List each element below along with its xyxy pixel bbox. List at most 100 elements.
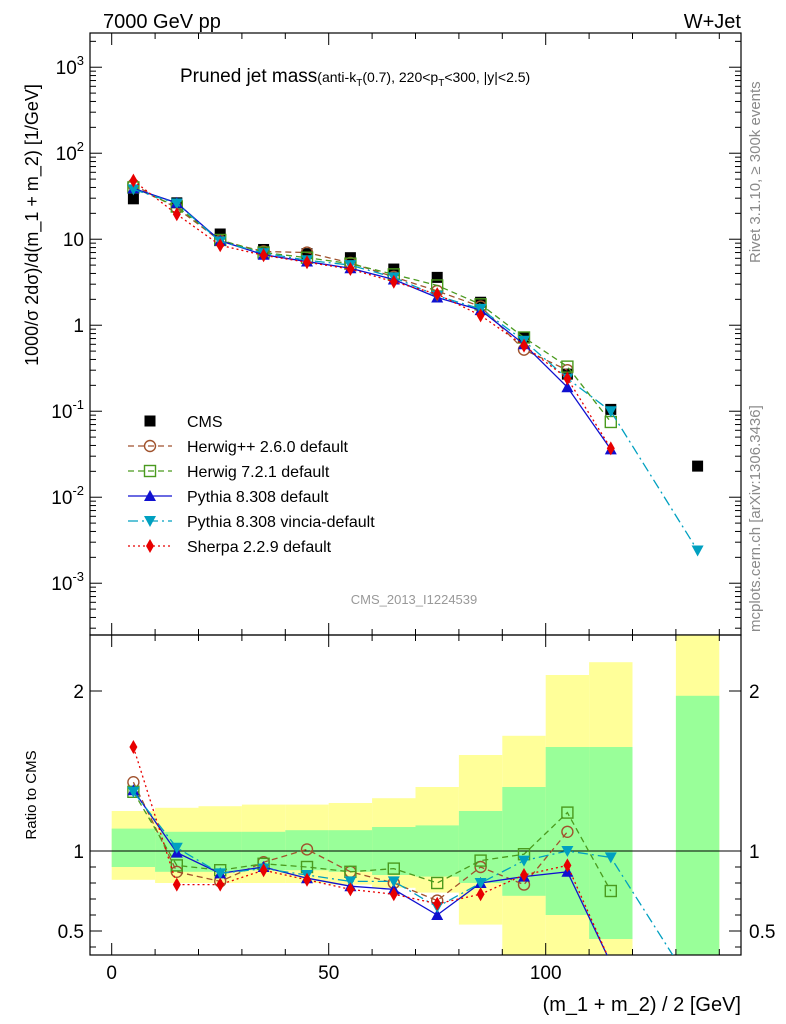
- ratio-point: [431, 876, 444, 890]
- band-inner: [285, 830, 329, 871]
- legend-item-cms: CMS: [144, 414, 223, 431]
- series-herwigpp: [127, 178, 574, 377]
- ratio-point: [607, 956, 615, 970]
- y-tick-label: 10: [63, 230, 84, 251]
- legend-marker: [144, 415, 156, 427]
- legend: CMS Herwig++ 2.6.0 default Herwig 7.2.1 de…: [128, 414, 375, 556]
- ratio-point: [431, 909, 444, 920]
- ratio-point: [474, 860, 487, 874]
- main-plot: 10-3 10-2 10-1 1 10 102 103: [51, 32, 742, 636]
- data-point: [216, 238, 225, 253]
- ratio-point: [259, 863, 268, 878]
- ratio-point: [389, 887, 398, 902]
- ratio-point: [346, 882, 355, 897]
- data-point: [604, 406, 617, 418]
- series-herwig7: [127, 181, 617, 429]
- ratio-point: [518, 855, 530, 867]
- data-point: [127, 193, 139, 205]
- band-inner: [111, 828, 156, 867]
- band-inner: [589, 747, 633, 939]
- data-point: [303, 255, 311, 270]
- ratio-point: [303, 872, 311, 887]
- mcplots-label: mcplots.cern.ch [arXiv:1306.3436]: [747, 405, 764, 632]
- data-point: [346, 262, 355, 277]
- legend-label: Sherpa 2.2.9 default: [187, 539, 332, 556]
- data-point: [433, 287, 442, 302]
- ratio-point: [127, 786, 140, 798]
- ratio-point: [214, 868, 227, 880]
- ratio-point: [170, 859, 184, 872]
- legend-marker: [143, 464, 157, 478]
- data-point: [301, 248, 313, 260]
- ratio-bands: [111, 635, 720, 955]
- ratio-point: [216, 877, 225, 892]
- series-line: [133, 180, 612, 449]
- y-tick-label: 103: [56, 53, 84, 79]
- ratio-y-tick-label: 1: [749, 842, 760, 863]
- y-tick-label: 102: [56, 139, 84, 165]
- main-series: [127, 173, 704, 557]
- series-line: [133, 186, 612, 423]
- data-point: [127, 184, 140, 196]
- ratio-point: [476, 887, 485, 902]
- data-point: [520, 338, 528, 353]
- ratio-y-tick-label: 0.5: [749, 922, 775, 943]
- y-tick-label: 10-1: [51, 397, 84, 423]
- y-axis-label-main: 1000/σ 2dσ)/d(m_1 + m_2) [1/GeV]: [22, 84, 43, 366]
- legend-label: Herwig++ 2.6.0 default: [187, 439, 349, 456]
- ratio-plot: 0 50 100 0.5 0.5 1 1 2 2: [58, 634, 775, 984]
- data-point: [259, 248, 268, 263]
- series-sherpa: [129, 173, 615, 456]
- data-point: [692, 460, 704, 472]
- ratio-point: [387, 876, 400, 888]
- ratio-point: [344, 876, 357, 888]
- analysis-watermark: CMS_2013_I1224539: [351, 592, 478, 607]
- legend-label: Pythia 8.308 vincia-default: [187, 514, 375, 531]
- legend-item-pythia: Pythia 8.308 default: [128, 489, 329, 506]
- ratio-point: [170, 842, 183, 854]
- y-tick-label: 10-3: [51, 569, 84, 595]
- data-point: [431, 271, 443, 283]
- ratio-y-tick-label: 1: [73, 842, 84, 863]
- ratio-point: [561, 846, 574, 857]
- header-right: W+Jet: [684, 11, 742, 33]
- legend-marker: [144, 490, 156, 501]
- ratio-line: [132, 789, 608, 955]
- legend-label: Pythia 8.308 default: [187, 489, 329, 506]
- data-point: [170, 198, 183, 210]
- ratio-point: [561, 806, 574, 819]
- data-point: [563, 371, 572, 386]
- ratio-point: [433, 896, 442, 911]
- x-axis-label: (m_1 + m_2) / 2 [GeV]: [543, 994, 741, 1016]
- data-point: [691, 545, 704, 557]
- ratio-point: [300, 843, 314, 856]
- band-inner: [545, 747, 590, 915]
- ratio-point: [520, 868, 528, 882]
- x-tick-label: 100: [530, 963, 562, 984]
- x-tick-label: 0: [106, 963, 117, 984]
- ratio-series: [127, 740, 674, 970]
- ratio-point: [474, 878, 487, 889]
- ratio-point: [604, 884, 617, 898]
- ratio-y-tick-label: 2: [749, 682, 760, 703]
- legend-marker: [144, 516, 156, 527]
- y-axis-label-ratio: Ratio to CMS: [23, 750, 40, 839]
- legend-label: Herwig 7.2.1 default: [187, 464, 330, 481]
- data-point: [476, 308, 485, 323]
- legend-item-herwigpp: Herwig++ 2.6.0 default: [128, 439, 349, 456]
- ratio-point: [561, 825, 574, 838]
- legend-item-sherpa: Sherpa 2.2.9 default: [128, 539, 332, 556]
- ratio-point: [563, 858, 572, 873]
- data-point: [606, 441, 615, 456]
- ratio-y-tick-label: 0.5: [58, 922, 84, 943]
- data-point: [475, 296, 487, 308]
- band-inner: [458, 811, 503, 883]
- legend-marker: [146, 539, 154, 553]
- data-point: [129, 173, 138, 188]
- ratio-point: [474, 854, 487, 867]
- data-point: [561, 381, 574, 393]
- ratio-point: [604, 852, 617, 864]
- data-point: [389, 274, 398, 289]
- data-point: [172, 207, 181, 222]
